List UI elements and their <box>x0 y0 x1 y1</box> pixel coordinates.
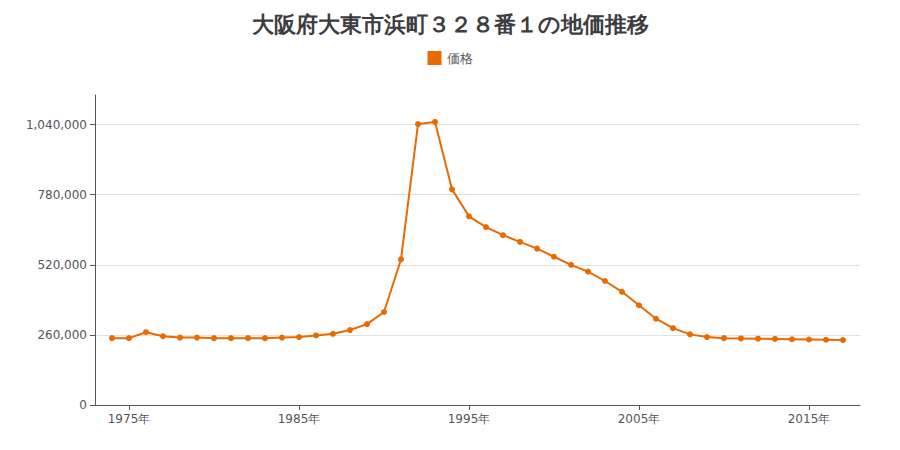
svg-text:1,040,000: 1,040,000 <box>26 118 87 132</box>
svg-text:大阪府大東市浜町３２８番１の地価推移: 大阪府大東市浜町３２８番１の地価推移 <box>252 12 649 37</box>
svg-text:1975年: 1975年 <box>108 412 151 426</box>
svg-text:1995年: 1995年 <box>448 412 491 426</box>
svg-text:780,000: 780,000 <box>37 188 87 202</box>
svg-text:0: 0 <box>79 398 87 412</box>
svg-text:520,000: 520,000 <box>37 258 87 272</box>
svg-text:2015年: 2015年 <box>788 412 831 426</box>
svg-text:1985年: 1985年 <box>278 412 321 426</box>
svg-text:260,000: 260,000 <box>37 328 87 342</box>
svg-text:価格: 価格 <box>447 51 473 66</box>
svg-text:2005年: 2005年 <box>618 412 661 426</box>
